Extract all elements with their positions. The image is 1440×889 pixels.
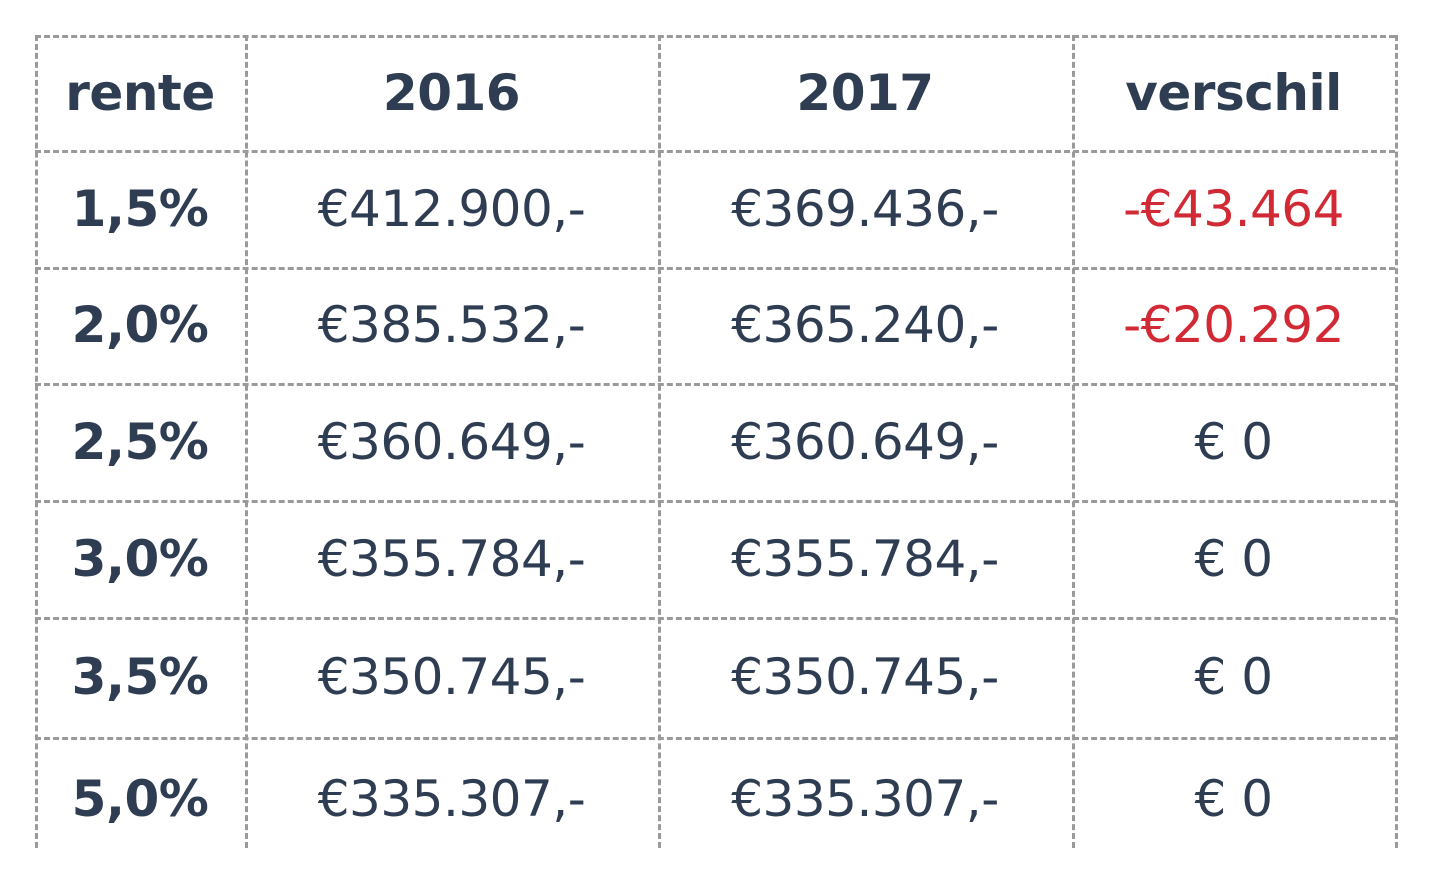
table-cell: €350.745,- [317,648,586,706]
column-border [658,35,661,848]
row-border [35,267,1395,270]
table-cell: €350.745,- [731,648,999,706]
table-cell: 3,0% [71,529,209,588]
table-cell: € 0 [1194,769,1273,828]
row-border [35,383,1395,386]
column-border [1395,35,1398,848]
row-border [35,35,1395,38]
table-cell: -€20.292 [1123,296,1344,354]
table-cell: €335.307,- [731,769,999,828]
table-cell: €369.436,- [731,179,999,238]
table-cell: €385.532,- [317,296,586,354]
table-cell: 3,5% [71,648,209,706]
table-cell: €365.240,- [731,296,999,354]
row-border [35,500,1395,503]
table-cell: 2,0% [71,296,209,354]
table-cell: €335.307,- [317,769,586,828]
table-cell: €355.784,- [731,529,999,588]
header-cell: verschil [1125,63,1342,122]
table-cell: 5,0% [71,769,209,828]
column-border [245,35,248,848]
table-cell: €355.784,- [317,529,586,588]
table-cell: 2,5% [71,412,209,471]
row-border [35,737,1395,740]
table-cell: €360.649,- [731,412,999,471]
table-cell: €412.900,- [317,179,586,238]
table-cell: € 0 [1194,648,1273,706]
column-border [35,35,38,848]
row-border [35,617,1395,620]
header-cell: 2016 [382,63,521,122]
header-cell: 2017 [796,63,934,122]
table-cell: €360.649,- [317,412,586,471]
table-cell: € 0 [1194,412,1273,471]
header-cell: rente [65,63,215,122]
table-cell: 1,5% [71,179,209,238]
row-border [35,150,1395,153]
column-border [1072,35,1075,848]
table-cell: € 0 [1194,529,1273,588]
table-cell: -€43.464 [1123,179,1344,238]
